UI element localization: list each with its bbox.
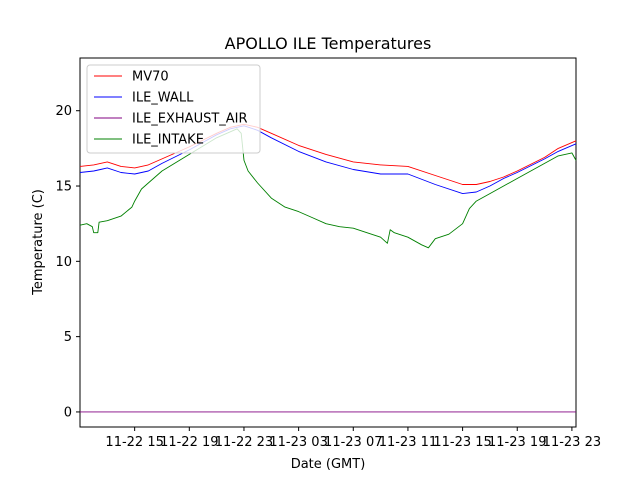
- y-tick-label: 10: [55, 255, 72, 270]
- x-axis-label: Date (GMT): [291, 457, 366, 472]
- x-tick-label: 11-22 15: [105, 435, 163, 450]
- legend: MV70 ILE_WALL ILE_EXHAUST_AIR ILE_INTAKE: [86, 64, 261, 154]
- legend-label: ILE_WALL: [132, 91, 194, 106]
- series-layer: [79, 123, 577, 413]
- legend-label: ILE_INTAKE: [132, 133, 204, 148]
- y-tick-label: 0: [64, 405, 72, 420]
- plot-area: [79, 57, 577, 428]
- x-tick-label: 11-22 23: [215, 435, 273, 450]
- legend-label: ILE_EXHAUST_AIR: [132, 112, 248, 127]
- x-tick-label: 11-23 07: [324, 435, 382, 450]
- x-tick-label: 11-22 19: [160, 435, 218, 450]
- series-line-mv70: [79, 123, 577, 185]
- x-tick-label: 11-23 03: [269, 435, 327, 450]
- y-tick-label: 5: [64, 330, 72, 345]
- y-tick-label: 15: [55, 180, 72, 195]
- series-line-ile-wall: [79, 125, 577, 195]
- y-axis-label: Temperature (C): [31, 189, 46, 296]
- x-tick-label: 11-23 23: [543, 435, 601, 450]
- x-tick-label: 11-23 19: [488, 435, 546, 450]
- y-tick-label: 20: [55, 104, 72, 119]
- chart-title: APOLLO ILE Temperatures: [225, 34, 432, 53]
- x-tick-label: 11-23 11: [379, 435, 437, 450]
- series-line-ile-intake: [79, 128, 577, 249]
- legend-label: MV70: [132, 70, 169, 85]
- x-tick-label: 11-23 15: [433, 435, 491, 450]
- legend-frame: [86, 64, 261, 154]
